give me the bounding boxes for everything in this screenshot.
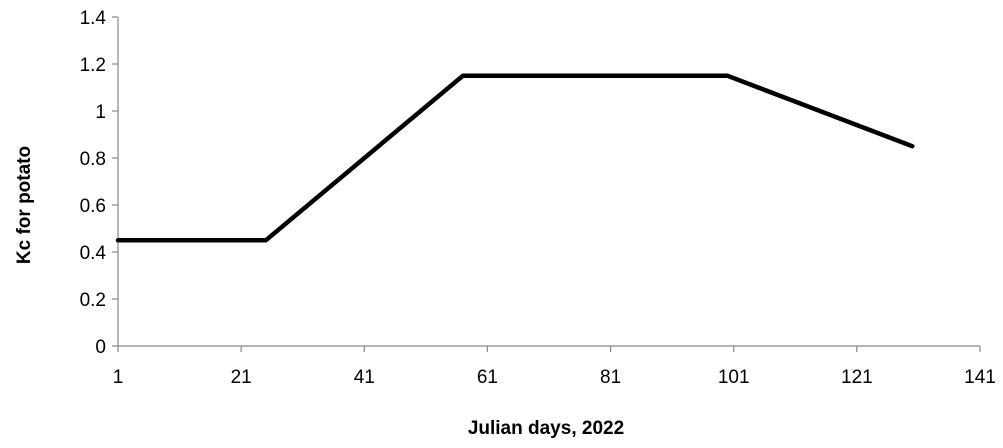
x-tick-label: 61 (477, 367, 498, 388)
x-axis-title: Julian days, 2022 (468, 418, 624, 439)
x-tick-label: 1 (113, 367, 124, 388)
x-axis-ticks: 1 21 41 61 81 101 121 141 (113, 346, 996, 388)
y-tick-label: 1.2 (80, 55, 106, 76)
x-tick-label: 81 (600, 367, 621, 388)
y-tick-label: 0.8 (80, 149, 106, 170)
y-tick-label: 0.6 (80, 196, 106, 217)
x-tick-label: 101 (718, 367, 750, 388)
series-layer (115, 73, 915, 243)
y-tick-label: 0 (95, 337, 106, 358)
x-tick-label: 121 (841, 367, 873, 388)
x-tick-label: 41 (354, 367, 375, 388)
y-tick-label: 0.4 (80, 243, 107, 264)
series-line (115, 73, 915, 243)
y-tick-label: 0.2 (80, 290, 106, 311)
y-axis-ticks: 0 0.2 0.4 0.6 0.8 1 1.2 1.4 (80, 8, 118, 358)
y-tick-label: 1.4 (80, 8, 107, 29)
x-tick-label: 141 (964, 367, 996, 388)
y-axis-title: Kc for potato (14, 146, 35, 264)
y-tick-label: 1 (95, 102, 106, 123)
axes (117, 17, 980, 347)
x-tick-label: 21 (231, 367, 252, 388)
